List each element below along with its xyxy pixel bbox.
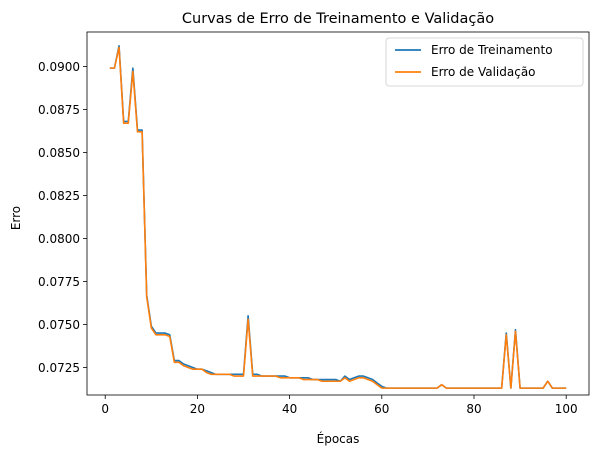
chart-title: Curvas de Erro de Treinamento e Validaçã… xyxy=(182,11,494,27)
y-tick-label: 0.0875 xyxy=(38,103,80,117)
x-axis-ticks: 0 20 40 60 80 100 xyxy=(101,395,578,416)
x-tick-label: 100 xyxy=(555,402,578,416)
x-axis-label: Épocas xyxy=(317,431,360,446)
legend-box xyxy=(385,37,584,87)
x-tick-label: 20 xyxy=(190,402,205,416)
legend-label-val: Erro de Validação xyxy=(431,65,536,79)
y-tick-label: 0.0800 xyxy=(38,232,80,246)
x-tick-label: 60 xyxy=(374,402,389,416)
series-layer xyxy=(109,44,567,389)
plot-frame xyxy=(86,31,590,396)
y-tick-label: 0.0775 xyxy=(38,275,80,289)
y-axis-ticks: 0.0725 0.0750 0.0775 0.0800 0.0825 0.0850 0.08… xyxy=(38,60,87,375)
series-line-val xyxy=(109,46,567,389)
plot-area xyxy=(87,32,589,395)
y-tick-label: 0.0750 xyxy=(38,318,80,332)
y-tick-label: 0.0825 xyxy=(38,189,80,203)
y-tick-label: 0.0900 xyxy=(38,60,80,74)
x-tick-label: 80 xyxy=(466,402,481,416)
y-tick-label: 0.0725 xyxy=(38,361,80,375)
legend-label-train: Erro de Treinamento xyxy=(431,43,553,57)
y-tick-label: 0.0850 xyxy=(38,146,80,160)
y-axis-label: Erro xyxy=(9,206,23,230)
x-tick-label: 40 xyxy=(282,402,297,416)
legend: Erro de Treinamento Erro de Validação xyxy=(385,37,584,87)
x-tick-label: 0 xyxy=(101,402,109,416)
